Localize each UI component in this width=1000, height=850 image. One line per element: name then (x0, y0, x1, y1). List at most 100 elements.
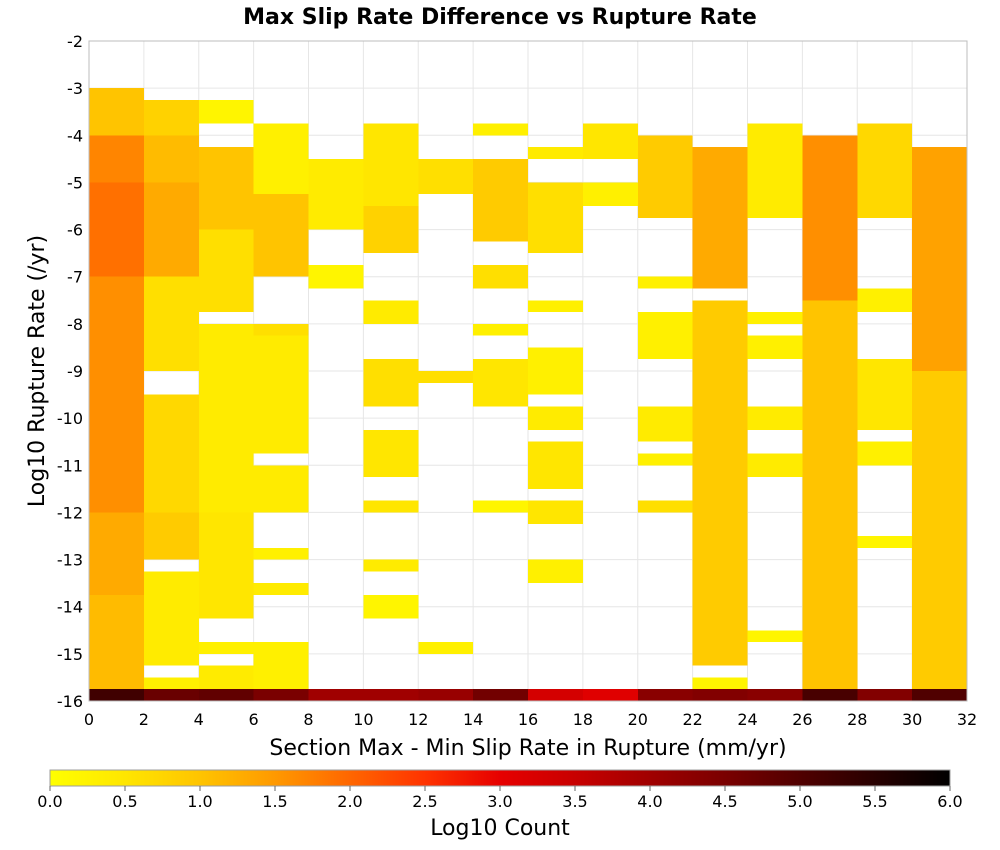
heatmap-cell (143, 99, 199, 136)
x-tick-label: 26 (792, 710, 812, 729)
x-tick-label: 8 (303, 710, 313, 729)
y-tick-label: -12 (57, 503, 83, 522)
heatmap-cell (198, 323, 254, 513)
x-tick-label: 28 (847, 710, 867, 729)
heatmap-cell (253, 123, 309, 195)
heatmap-cell (143, 512, 199, 560)
heatmap-cell (528, 689, 583, 701)
colorbar-tick-label: 0.5 (112, 792, 137, 811)
y-tick-label: -7 (67, 268, 83, 287)
heatmap-cell (198, 642, 254, 654)
colorbar-tick-label: 2.5 (412, 792, 437, 811)
heatmap-cell (582, 182, 638, 206)
heatmap-cell (363, 689, 419, 701)
y-axis-label: Log10 Rupture Rate (/yr) (25, 235, 50, 507)
colorbar-tick-label: 5.0 (787, 792, 812, 811)
x-tick-label: 6 (249, 710, 259, 729)
heatmap-cell (528, 559, 583, 584)
y-tick-label: -8 (67, 315, 83, 334)
heatmap-cell (253, 547, 309, 560)
heatmap-cell (473, 323, 528, 336)
heatmap-cell (637, 312, 693, 360)
colorbar-ticks: 0.0 0.5 1.0 1.5 2.0 2.5 3.0 3.5 4.0 4.5 5.0 5.5 6.0 (37, 786, 963, 811)
heatmap-cell (89, 276, 144, 324)
y-tick-label: -5 (67, 173, 83, 192)
heatmap-cell (637, 689, 693, 701)
heatmap-cell (528, 406, 583, 430)
heatmap-cell (253, 323, 309, 336)
heatmap-cell (747, 312, 803, 324)
heatmap-cell (857, 288, 913, 313)
heatmap-cell (528, 300, 583, 313)
heatmap-cell (143, 677, 199, 690)
heatmap-cell (89, 135, 144, 183)
heatmap-cell (308, 158, 364, 230)
colorbar-tick-label: 4.0 (637, 792, 662, 811)
heatmap-cell (473, 123, 528, 136)
x-tick-label: 16 (518, 710, 538, 729)
colorbar-tick-label: 3.5 (562, 792, 587, 811)
heatmap-cell (253, 465, 309, 513)
colorbar-label: Log10 Count (430, 816, 570, 841)
x-tick-label: 14 (463, 710, 483, 729)
heatmap-cell (253, 194, 309, 277)
heatmap-cell (747, 453, 803, 478)
chart-title: Max Slip Rate Difference vs Rupture Rate (243, 5, 757, 30)
y-tick-label: -6 (67, 221, 83, 240)
heatmap-cell (747, 406, 803, 430)
heatmap-cell (637, 500, 693, 513)
heatmap-cell (253, 335, 309, 454)
y-tick-label: -14 (57, 598, 83, 617)
heatmap-cell (143, 182, 199, 277)
heatmap-cell (747, 689, 803, 701)
heatmap-cell (198, 512, 254, 619)
x-tick-label: 0 (84, 710, 94, 729)
heatmap-cell (89, 594, 144, 690)
y-tick-label: -16 (57, 692, 83, 711)
y-tick-label: -13 (57, 551, 83, 570)
heatmap-cell (473, 264, 528, 289)
colorbar-tick-label: 1.0 (187, 792, 212, 811)
heatmap-cell (857, 689, 913, 701)
heatmap-cell (308, 264, 364, 289)
heatmap-cell (802, 135, 858, 301)
heatmap-cell (747, 335, 803, 360)
heatmap-cell (857, 441, 913, 466)
x-tick-label: 32 (957, 710, 977, 729)
heatmap-cell (253, 583, 309, 595)
heatmap-cell (582, 123, 638, 159)
heatmap-cells (89, 88, 967, 701)
heatmap-cell (528, 500, 583, 525)
heatmap-cell (89, 512, 144, 595)
plot-frame (88, 40, 968, 702)
x-axis-ticks: 0 2 4 6 8 10 12 14 16 18 20 22 24 26 28 30 32 (84, 710, 977, 729)
heatmap-cell (637, 276, 693, 289)
x-tick-label: 22 (682, 710, 702, 729)
y-tick-label: -2 (67, 32, 83, 51)
y-tick-label: -3 (67, 79, 83, 98)
colorbar-tick-label: 4.5 (712, 792, 737, 811)
heatmap-cell (692, 689, 748, 701)
heatmap-cell (857, 123, 913, 218)
heatmap-cell (418, 371, 474, 383)
x-tick-label: 20 (628, 710, 648, 729)
heatmap-cell (143, 689, 199, 701)
heatmap-cell (89, 182, 144, 277)
heatmap-cell (143, 135, 199, 183)
heatmap-cell (253, 689, 309, 701)
heatmap-cell (912, 371, 967, 690)
colorbar-tick-label: 1.5 (262, 792, 287, 811)
colorbar-tick-label: 2.0 (337, 792, 362, 811)
heatmap-cell (473, 158, 528, 242)
heatmap-cell (473, 500, 528, 513)
heatmap-cell (912, 147, 967, 371)
heatmap-cell (363, 429, 419, 478)
heatmap-cell (198, 99, 254, 124)
heatmap-cell (143, 276, 199, 371)
heatmap-cell (637, 135, 693, 218)
heatmap-cell (528, 147, 583, 159)
heatmap-cell (802, 689, 858, 701)
heatmap-cell (802, 300, 858, 690)
heatmap-cell (198, 689, 254, 701)
heatmap-cell (582, 689, 638, 701)
